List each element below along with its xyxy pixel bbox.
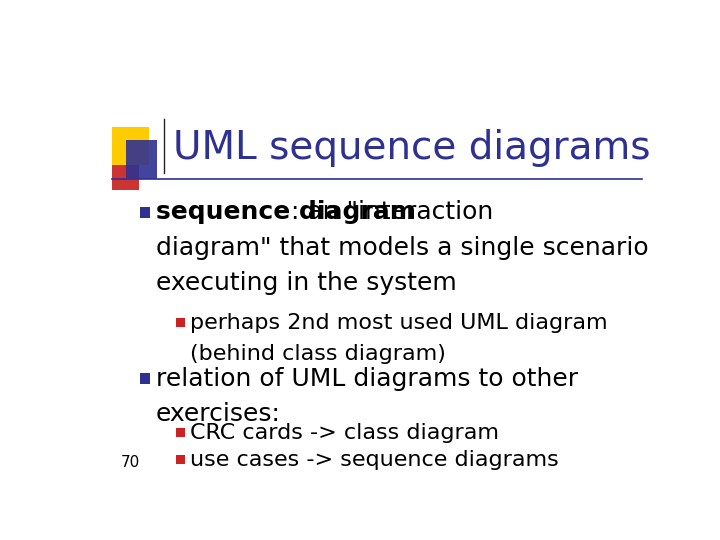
FancyBboxPatch shape [140,373,150,384]
Text: (behind class diagram): (behind class diagram) [190,344,446,364]
FancyBboxPatch shape [176,455,185,464]
Text: 70: 70 [121,455,140,470]
Text: perhaps 2nd most used UML diagram: perhaps 2nd most used UML diagram [190,313,608,333]
FancyBboxPatch shape [176,318,185,327]
Text: exercises:: exercises: [156,402,281,426]
Text: executing in the system: executing in the system [156,271,456,295]
Text: CRC cards -> class diagram: CRC cards -> class diagram [190,423,500,443]
FancyBboxPatch shape [140,207,150,218]
Text: use cases -> sequence diagrams: use cases -> sequence diagrams [190,450,559,470]
FancyBboxPatch shape [176,428,185,437]
Text: relation of UML diagrams to other: relation of UML diagrams to other [156,367,578,391]
Text: : an "interaction: : an "interaction [292,200,494,225]
Text: sequence diagram: sequence diagram [156,200,416,225]
Text: diagram" that models a single scenario: diagram" that models a single scenario [156,236,649,260]
FancyBboxPatch shape [126,140,157,179]
FancyBboxPatch shape [112,127,148,165]
FancyBboxPatch shape [112,158,138,190]
Text: UML sequence diagrams: UML sequence diagrams [173,129,650,167]
